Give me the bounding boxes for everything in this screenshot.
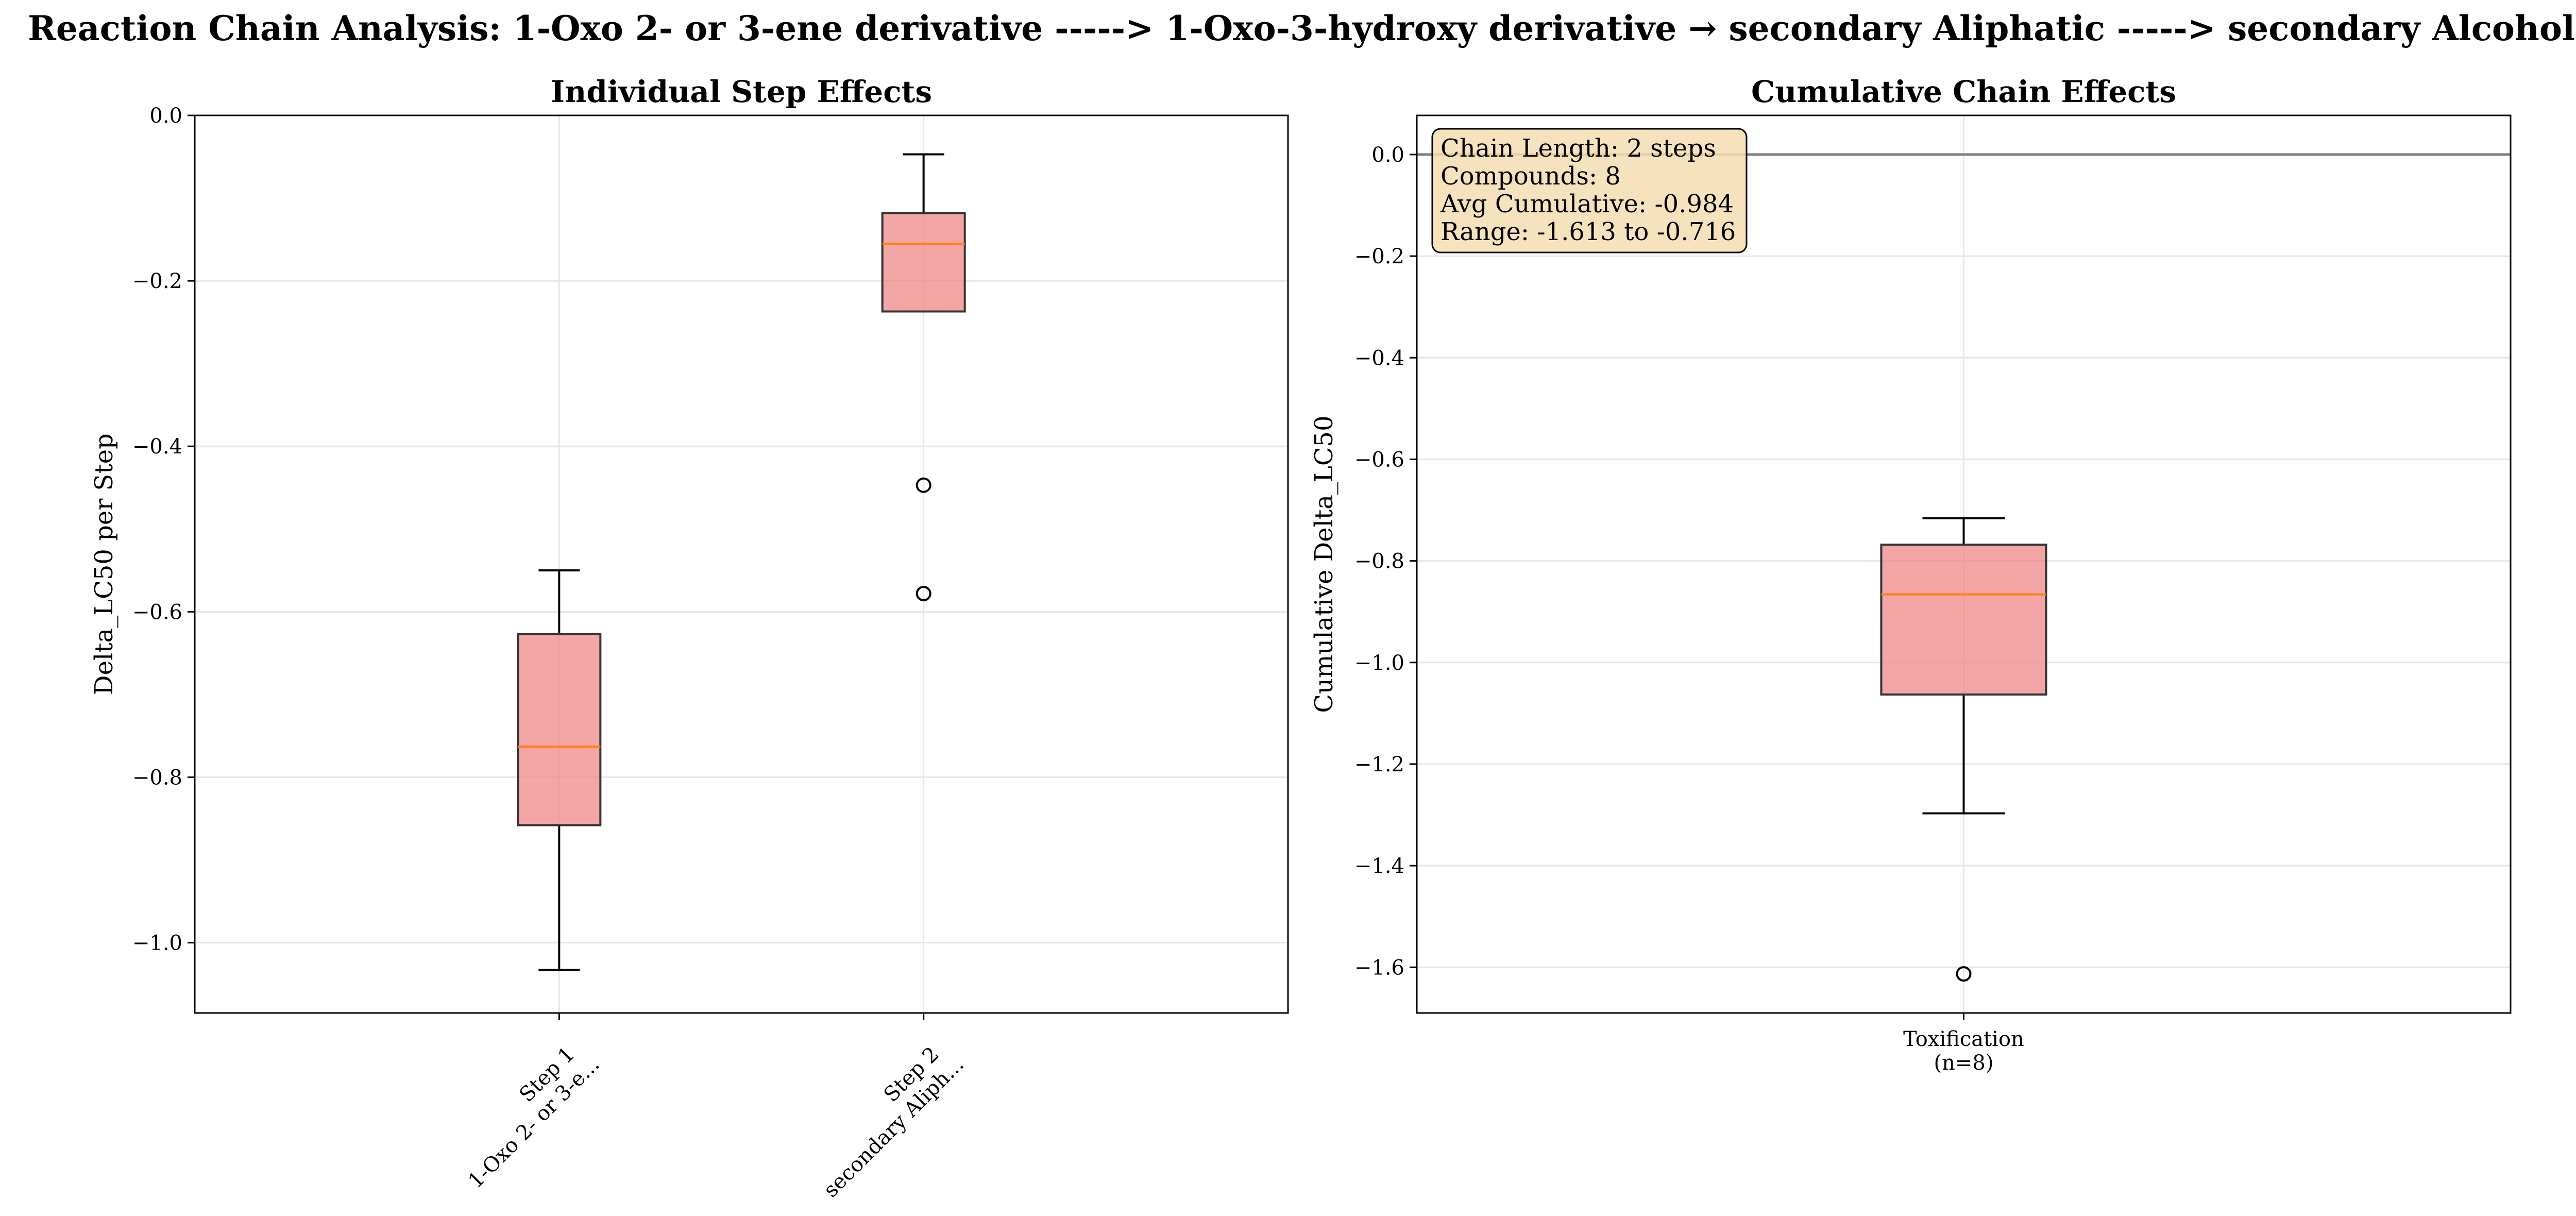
chart-panels: Individual Step Effects 0.0 −0.2 −0.4 −0.6 −0…	[90, 74, 2512, 1202]
outlier-point	[916, 585, 931, 601]
y-tick-label: −1.2	[1354, 753, 1404, 776]
chart-panel-2: Cumulative Chain Effects 0.0 −0.2 −0.4 −0.6 −…	[1310, 74, 2512, 1075]
y-axis-label: Delta_LC50 per Step	[90, 433, 118, 695]
x-tick-label-line1: Toxification	[1903, 1027, 2024, 1051]
y-tick-label: −1.6	[1354, 956, 1404, 979]
box-iqr	[517, 633, 602, 826]
chain-info-line: Compounds: 8	[1440, 162, 1621, 191]
y-tick-label: 0.0	[149, 104, 182, 128]
y-tick-label: −0.2	[132, 269, 182, 293]
x-tick-label-line2: (n=8)	[1934, 1051, 1994, 1075]
y-tick-label: 0.0	[1371, 143, 1404, 167]
y-tick-label: −0.2	[1354, 245, 1404, 268]
chain-info-line: Avg Cumulative: -0.984	[1440, 190, 1734, 218]
panel-title: Individual Step Effects	[551, 74, 932, 109]
y-tick-label: −1.0	[132, 932, 182, 955]
y-tick-label: −0.4	[132, 435, 182, 459]
chain-info-line: Chain Length: 2 steps	[1440, 134, 1716, 163]
y-tick-label: −0.6	[1354, 448, 1404, 471]
box-plot-1	[1880, 517, 2047, 982]
y-axis-label: Cumulative Delta_LC50	[1310, 415, 1338, 713]
y-tick-label: −0.8	[132, 766, 182, 789]
y-tick-label: −0.6	[132, 600, 182, 624]
y-tick-label: −0.8	[1354, 550, 1404, 573]
y-tick-label: −1.4	[1354, 854, 1404, 878]
figure-title: Reaction Chain Analysis: 1-Oxo 2- or 3-e…	[28, 8, 2575, 48]
y-tick-label: −0.4	[1354, 346, 1404, 370]
chain-info-line: Range: -1.613 to -0.716	[1440, 217, 1736, 246]
axes-frame	[1416, 114, 2512, 1014]
axes-frame	[194, 114, 1289, 1014]
x-tick-label: Toxification (n=8)	[1903, 1027, 2024, 1075]
outlier-point	[916, 477, 931, 493]
outlier-point	[1956, 966, 1972, 982]
box-iqr	[1880, 544, 2047, 696]
y-tick-label: −1.0	[1354, 651, 1404, 675]
box-plot-1	[517, 569, 602, 971]
box-iqr	[881, 212, 966, 313]
chain-info-box	[1431, 128, 1748, 254]
panel-title: Cumulative Chain Effects	[1751, 74, 2176, 109]
box-plot-2	[881, 153, 966, 601]
